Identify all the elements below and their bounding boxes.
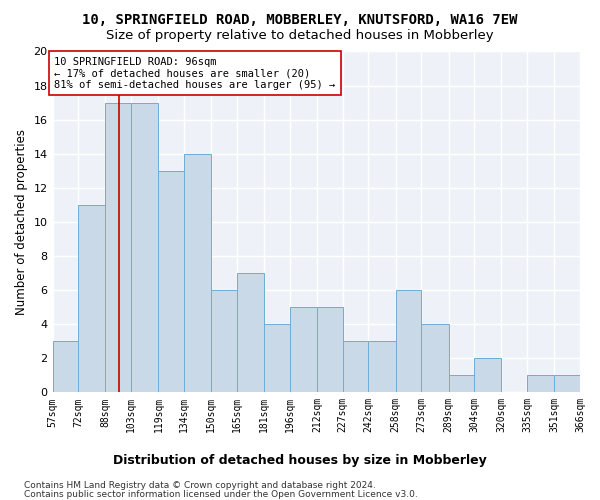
Bar <box>449 376 474 392</box>
Bar <box>343 342 368 392</box>
Text: Distribution of detached houses by size in Mobberley: Distribution of detached houses by size … <box>113 454 487 467</box>
Bar <box>527 376 554 392</box>
Bar <box>106 102 131 393</box>
Bar <box>78 205 106 392</box>
Text: 10 SPRINGFIELD ROAD: 96sqm
← 17% of detached houses are smaller (20)
81% of semi: 10 SPRINGFIELD ROAD: 96sqm ← 17% of deta… <box>54 56 335 90</box>
Bar <box>237 273 264 392</box>
Text: Contains public sector information licensed under the Open Government Licence v3: Contains public sector information licen… <box>24 490 418 499</box>
Y-axis label: Number of detached properties: Number of detached properties <box>15 129 28 315</box>
Bar <box>53 342 78 392</box>
Bar <box>290 307 317 392</box>
Bar <box>211 290 237 392</box>
Bar <box>131 102 158 393</box>
Bar <box>395 290 421 392</box>
Bar <box>317 307 343 392</box>
Bar <box>264 324 290 392</box>
Bar <box>554 376 580 392</box>
Bar <box>368 342 395 392</box>
Bar <box>474 358 502 392</box>
Text: Size of property relative to detached houses in Mobberley: Size of property relative to detached ho… <box>106 29 494 42</box>
Bar <box>184 154 211 392</box>
Text: 10, SPRINGFIELD ROAD, MOBBERLEY, KNUTSFORD, WA16 7EW: 10, SPRINGFIELD ROAD, MOBBERLEY, KNUTSFO… <box>82 12 518 26</box>
Text: Contains HM Land Registry data © Crown copyright and database right 2024.: Contains HM Land Registry data © Crown c… <box>24 481 376 490</box>
Bar <box>158 171 184 392</box>
Bar <box>421 324 449 392</box>
